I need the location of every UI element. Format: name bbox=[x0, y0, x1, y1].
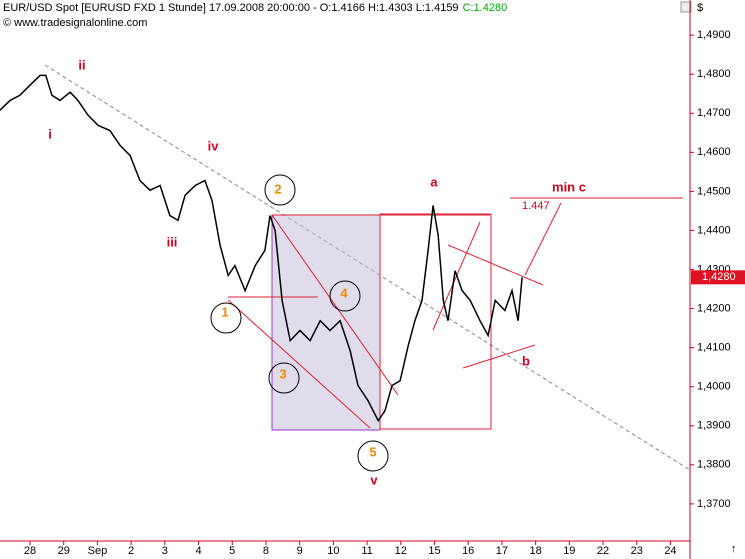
y-tick-label: 1,4200 bbox=[697, 302, 731, 314]
x-tick-label: 24 bbox=[664, 545, 676, 557]
wave-circles bbox=[210, 174, 389, 472]
y-tick-label: 1,4800 bbox=[697, 68, 731, 80]
header: EUR/USD Spot [EURUSD FXD 1 Stunde] 17.09… bbox=[3, 2, 703, 29]
wave-line bbox=[524, 202, 562, 276]
scroll-icon[interactable]: ↑ bbox=[731, 543, 737, 555]
y-tick-label: 1,4600 bbox=[697, 146, 731, 158]
wave-label: 1 bbox=[221, 304, 228, 319]
x-tick-label: 11 bbox=[361, 545, 372, 557]
x-tick-label: 29 bbox=[58, 545, 70, 557]
wave-line bbox=[462, 344, 536, 369]
x-tick-label: 9 bbox=[297, 545, 303, 557]
wave-label: 5 bbox=[369, 444, 376, 459]
x-tick-label: 3 bbox=[162, 545, 168, 557]
wave-line bbox=[271, 214, 399, 396]
wave-label: min c bbox=[552, 179, 586, 194]
x-tick-label: 15 bbox=[428, 545, 440, 557]
y-tick-label: 1,4700 bbox=[697, 107, 731, 119]
wave-label: v bbox=[370, 472, 378, 487]
wave-label: a bbox=[430, 174, 438, 189]
x-tick-label: 12 bbox=[395, 545, 407, 557]
price-line bbox=[0, 74, 523, 423]
chart-title: EUR/USD Spot [EURUSD FXD 1 Stunde] 17.09… bbox=[3, 2, 459, 14]
x-tick-label: 8 bbox=[263, 545, 269, 557]
x-tick-label: 5 bbox=[229, 545, 235, 557]
x-tick-label: 18 bbox=[529, 545, 541, 557]
circle bbox=[329, 280, 361, 312]
menu-icon[interactable] bbox=[680, 1, 692, 13]
y-tick-label: 1,4000 bbox=[697, 381, 731, 393]
wave-label: iv bbox=[208, 138, 220, 153]
source: © www.tradesignalonline.com bbox=[3, 17, 147, 29]
x-tick-label: 28 bbox=[24, 545, 36, 557]
wave-line bbox=[447, 244, 544, 286]
last-price-label: 1,4280 bbox=[702, 271, 736, 283]
close-text: C:1.4280 bbox=[463, 2, 508, 14]
circle bbox=[264, 174, 296, 206]
y-tick-label: 1,4500 bbox=[697, 185, 731, 197]
wave-lines bbox=[227, 197, 683, 429]
wave-label: i bbox=[48, 126, 52, 141]
wave-label: 3 bbox=[279, 366, 286, 381]
y-tick-label: 1,4400 bbox=[697, 224, 731, 236]
x-tick-label: 16 bbox=[462, 545, 474, 557]
wave-label: b bbox=[522, 353, 530, 368]
x-tick-label: 17 bbox=[496, 545, 508, 557]
y-tick-label: 1,4100 bbox=[697, 342, 731, 354]
x-tick-label: Sep bbox=[88, 545, 108, 557]
y-tick-label: 1,4900 bbox=[697, 29, 731, 41]
wave-label: iii bbox=[167, 234, 178, 249]
x-tick-label: 4 bbox=[195, 545, 201, 557]
x-tick-label: 23 bbox=[631, 545, 643, 557]
y-tick-label: 1,3900 bbox=[697, 420, 731, 432]
last-price-box bbox=[691, 270, 745, 285]
x-tick-label: 10 bbox=[327, 545, 339, 557]
wave-label: 4 bbox=[340, 285, 348, 300]
y-tick-label: 1,3700 bbox=[697, 498, 731, 510]
currency: $ bbox=[697, 2, 703, 14]
circle bbox=[268, 362, 300, 394]
circle bbox=[357, 440, 389, 472]
range-box bbox=[271, 214, 381, 431]
target-label: 1.447 bbox=[522, 200, 550, 212]
wave-label: ii bbox=[78, 57, 85, 72]
x-tick-label: 2 bbox=[128, 545, 134, 557]
wave-line bbox=[227, 299, 371, 429]
x-tick-label: 19 bbox=[563, 545, 575, 557]
wave-label: 2 bbox=[274, 181, 281, 196]
x-tick-label: 22 bbox=[597, 545, 609, 557]
y-tick-label: 1,3800 bbox=[697, 459, 731, 471]
circle bbox=[210, 302, 242, 334]
